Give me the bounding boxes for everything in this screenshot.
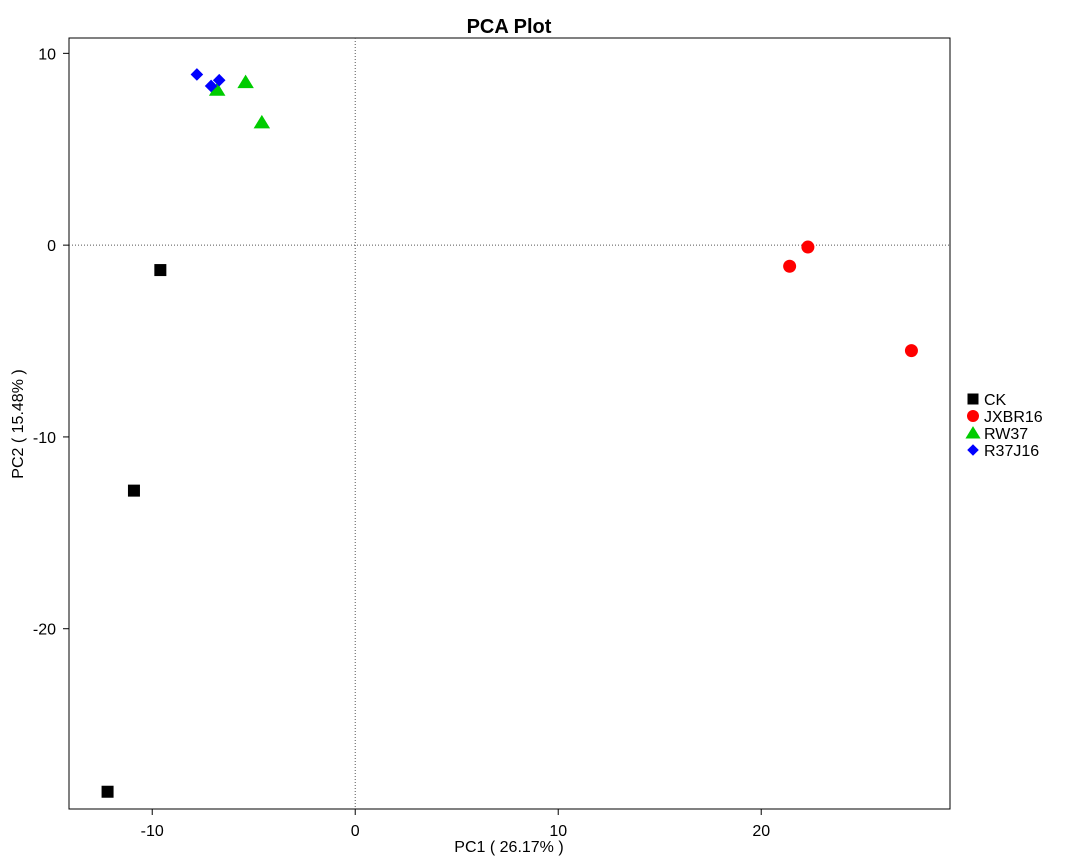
y-tick-label: 0 xyxy=(47,238,56,255)
data-point-r37j16 xyxy=(190,68,204,81)
data-points xyxy=(101,68,918,798)
data-point-jxbr16 xyxy=(904,344,918,358)
x-tick-label: 10 xyxy=(549,823,567,840)
data-point-ck xyxy=(101,785,114,798)
reference-lines xyxy=(69,38,950,809)
legend-label: JXBR16 xyxy=(984,409,1043,426)
x-tick-label: 20 xyxy=(752,823,770,840)
x-tick-label: 0 xyxy=(351,823,360,840)
y-tick-label: 10 xyxy=(38,46,56,63)
data-point-ck xyxy=(154,264,167,277)
data-point-rw37 xyxy=(208,82,226,96)
y-axis-title: PC2 ( 15.48% ) xyxy=(10,369,27,478)
legend-label: RW37 xyxy=(984,426,1028,443)
x-axis-title: PC1 ( 26.17% ) xyxy=(454,839,563,856)
data-point-r37j16 xyxy=(204,79,218,93)
data-point-ck xyxy=(127,484,140,497)
chart-title: PCA Plot xyxy=(467,16,552,38)
data-point-r37j16 xyxy=(212,73,226,87)
legend-marker-jxbr16 xyxy=(967,410,979,422)
legend-marker-r37j16 xyxy=(967,444,979,456)
y-tick-label: -20 xyxy=(33,622,56,639)
legend-label: R37J16 xyxy=(984,443,1039,460)
legend-marker-ck xyxy=(967,393,979,405)
x-tick-label: -10 xyxy=(141,823,164,840)
legend-label: CK xyxy=(984,392,1007,409)
data-point-jxbr16 xyxy=(801,240,815,254)
y-axis-ticks: 10 0 -10 -20 xyxy=(33,46,69,639)
plot-frame xyxy=(68,37,951,810)
data-point-rw37 xyxy=(253,114,271,129)
data-point-rw37 xyxy=(237,74,254,89)
y-tick-label: -10 xyxy=(33,430,56,447)
data-point-jxbr16 xyxy=(783,259,797,273)
legend-marker-rw37 xyxy=(965,426,981,439)
x-axis-ticks: -10 0 10 20 xyxy=(141,809,770,840)
